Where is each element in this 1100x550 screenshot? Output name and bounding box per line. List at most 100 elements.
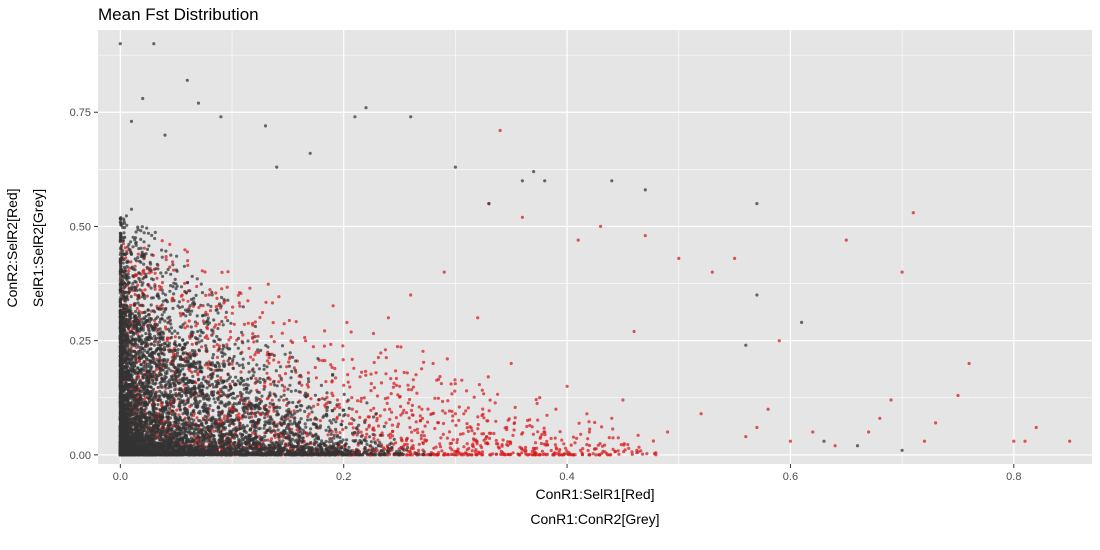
red-point	[287, 360, 291, 364]
grey-point	[139, 229, 143, 233]
red-point	[415, 391, 419, 395]
red-point	[406, 383, 410, 387]
red-point	[450, 392, 454, 396]
red-point	[123, 246, 127, 250]
red-point	[235, 414, 239, 418]
red-point	[457, 405, 461, 409]
grey-point	[338, 413, 342, 417]
red-point	[402, 370, 406, 375]
grey-point	[134, 357, 138, 361]
grey-point	[205, 349, 209, 353]
red-point	[223, 414, 227, 418]
red-point	[384, 372, 388, 376]
red-point	[419, 419, 423, 423]
grey-point	[262, 387, 266, 391]
red-point	[360, 370, 364, 374]
red-point	[576, 238, 580, 242]
red-point	[411, 378, 415, 382]
grey-point	[204, 344, 208, 348]
grey-point	[340, 445, 344, 449]
grey-point	[334, 420, 338, 424]
red-point	[568, 453, 572, 457]
red-point	[553, 443, 558, 447]
grey-point	[127, 286, 131, 290]
red-point	[386, 316, 390, 320]
red-point	[405, 442, 409, 446]
red-point	[540, 449, 545, 453]
red-point	[531, 446, 536, 450]
red-point	[171, 260, 175, 264]
grey-point	[214, 308, 218, 312]
red-point	[471, 445, 475, 449]
red-point	[303, 335, 307, 340]
red-point	[409, 408, 414, 412]
red-point	[390, 410, 394, 414]
red-point	[135, 306, 139, 311]
red-point	[155, 276, 159, 280]
grey-point	[220, 295, 224, 300]
red-point	[270, 398, 274, 402]
red-point	[399, 413, 403, 417]
red-point	[496, 392, 500, 396]
red-point	[334, 430, 338, 434]
red-point	[268, 405, 272, 409]
red-point	[168, 265, 172, 269]
red-point	[254, 350, 258, 354]
red-point	[478, 451, 482, 455]
grey-point	[183, 346, 187, 350]
red-point	[155, 340, 159, 344]
red-point	[406, 401, 410, 405]
red-point	[475, 453, 479, 457]
red-point	[187, 319, 191, 323]
red-point	[485, 419, 489, 423]
red-point	[579, 448, 583, 452]
grey-point	[118, 247, 123, 251]
red-point	[517, 453, 521, 457]
red-point	[531, 453, 535, 457]
red-point	[347, 422, 352, 426]
grey-point	[303, 409, 307, 414]
grey-point	[166, 267, 170, 272]
red-point	[512, 428, 516, 432]
red-point	[384, 421, 388, 425]
grey-point	[332, 436, 336, 440]
red-point	[536, 430, 540, 434]
red-point	[400, 438, 404, 442]
grey-point	[340, 423, 344, 427]
grey-point	[392, 437, 396, 441]
red-point	[345, 320, 349, 325]
red-point	[613, 450, 617, 454]
red-point	[410, 430, 414, 434]
grey-point	[309, 418, 313, 422]
red-point	[237, 301, 241, 305]
red-point	[205, 325, 209, 329]
red-point	[640, 452, 645, 456]
red-point	[439, 382, 443, 386]
red-point	[186, 299, 190, 303]
grey-point	[155, 262, 159, 266]
grey-point	[220, 354, 225, 358]
red-point	[160, 403, 164, 408]
grey-point	[177, 300, 181, 304]
grey-point	[226, 298, 230, 302]
red-point	[627, 446, 631, 450]
grey-point	[127, 276, 131, 280]
grey-point	[241, 305, 245, 309]
red-point	[206, 337, 210, 341]
red-point	[392, 381, 396, 385]
red-point	[462, 445, 466, 449]
red-point	[208, 309, 213, 313]
red-point	[569, 443, 573, 447]
red-point	[545, 413, 549, 417]
red-point	[437, 377, 441, 381]
grey-point	[262, 363, 266, 368]
red-point	[264, 300, 268, 304]
red-point	[414, 373, 418, 377]
red-point	[143, 288, 147, 292]
red-point	[200, 269, 204, 273]
grey-point	[215, 334, 219, 339]
grey-point	[347, 445, 351, 449]
red-point	[525, 424, 529, 429]
red-point	[398, 384, 402, 388]
red-point	[331, 394, 335, 398]
